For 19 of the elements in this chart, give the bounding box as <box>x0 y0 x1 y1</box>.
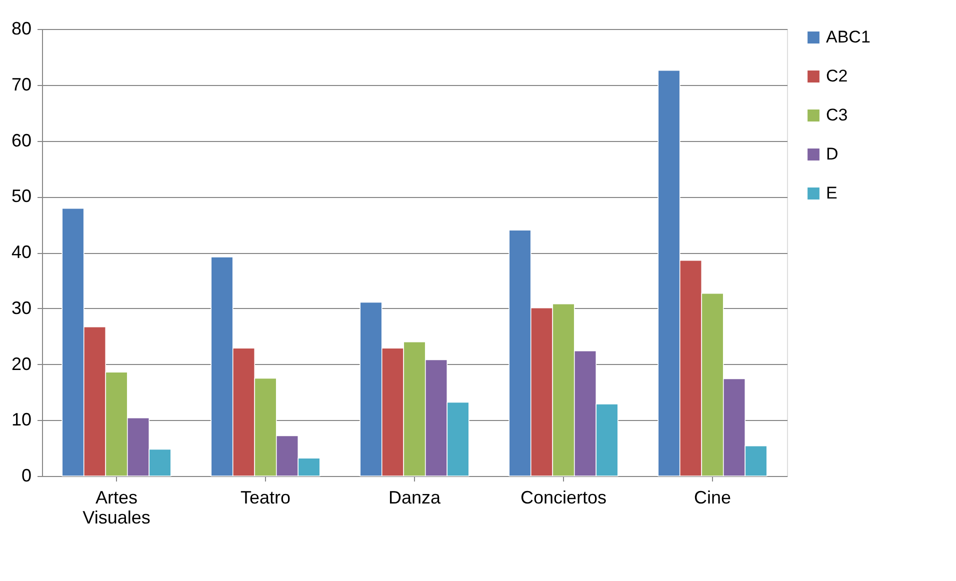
legend-label: D <box>826 144 838 164</box>
x-tick-label: Cine <box>694 488 732 508</box>
x-tick-label: Teatro <box>240 488 291 508</box>
y-tick-label: 60 <box>11 130 32 150</box>
y-tick-label: 10 <box>11 410 32 430</box>
legend-label: ABC1 <box>826 28 870 46</box>
legend-label: C2 <box>826 66 848 86</box>
legend-label: E <box>826 184 838 202</box>
y-tick-label: 20 <box>11 354 32 374</box>
y-tick-label: 30 <box>11 298 32 318</box>
x-tick-label: Danza <box>388 488 442 508</box>
y-tick-label: 0 <box>21 466 32 486</box>
y-tick-label: 80 <box>11 18 32 38</box>
y-tick-label: 70 <box>11 74 32 94</box>
x-tick-label: Artes Visuales <box>82 488 150 528</box>
y-tick-label: 50 <box>11 186 32 206</box>
y-tick-label: 40 <box>11 242 32 262</box>
x-tick-label: Conciertos <box>520 488 607 508</box>
legend-label: C3 <box>826 106 848 124</box>
